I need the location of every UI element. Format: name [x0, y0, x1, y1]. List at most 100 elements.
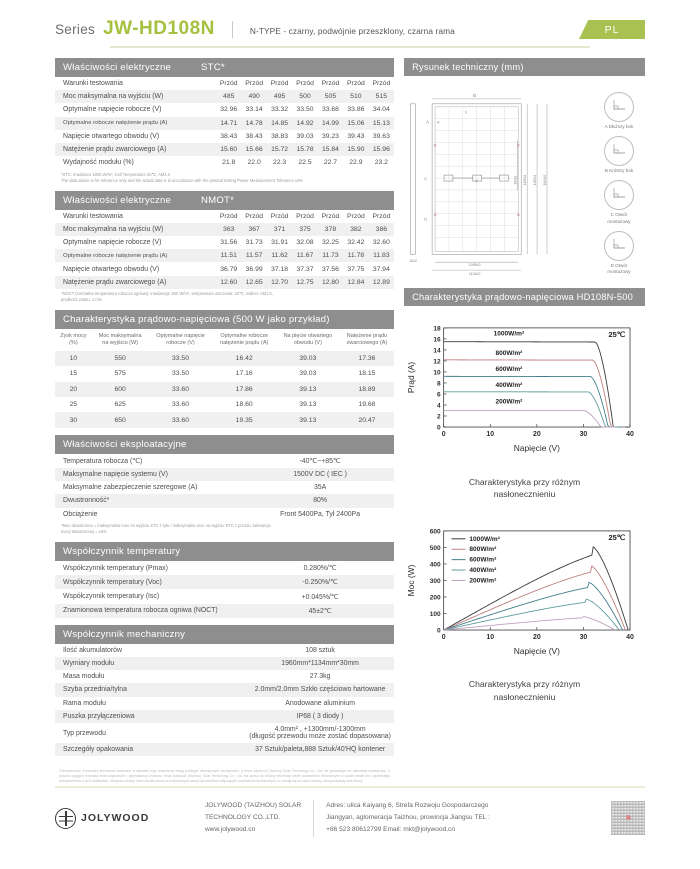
mechanical-table: Ilość akumulatorów 108 sztuk Wymiary moduł… — [55, 644, 395, 757]
cell-value: 33.50 — [171, 370, 189, 378]
page-footer: JOLYWOOD JOLYWOOD (TAIZHOU) SOLAR TECHNO… — [55, 800, 645, 837]
series-1 — [443, 359, 626, 428]
row-value: 367 — [248, 225, 260, 233]
spec-key: Współczynnik temperatury (Isc) — [63, 593, 160, 600]
series-label: 800W/m² — [496, 350, 524, 357]
row-value: 36.79 — [220, 265, 238, 273]
table-row: 10 550 33.50 16.42 39.03 17.36 — [55, 350, 395, 367]
series-label: 400W/m² — [496, 382, 524, 389]
table-row: 25 625 33.60 18.60 39.13 19.68 — [55, 397, 394, 412]
row-value: 12.60 — [220, 278, 238, 286]
spec-key: Wymiary modułu — [63, 660, 115, 668]
spec-key: Obciążenie — [63, 510, 98, 518]
column-header: Na pięcie otwartego obwodu (V) — [283, 333, 333, 346]
table-row: Natężenie prądu zwarciowego (A) 15.60 15.6… — [55, 142, 395, 157]
iv-chart-header: Charakterystyka prądowo-napięciowa HD108… — [404, 288, 645, 306]
qr-code[interactable] — [611, 801, 645, 836]
table-row: 20 600 33.60 17.86 39.13 18.89 — [55, 381, 395, 397]
row-value: 14.99 — [321, 119, 339, 127]
legend-label: D Otwór montażowy — [607, 262, 631, 274]
svg-text:0: 0 — [437, 424, 441, 431]
mechanical-block: Współczynnik mechaniczny Ilość akumulato… — [55, 624, 395, 757]
iv-gain-title: Charakterystyka prądowo-napięciowa (500 … — [63, 314, 330, 326]
row-value: 371 — [273, 225, 286, 233]
header-subtitle: N-TYPE - czarny, podwójnie przeszklony, … — [249, 26, 455, 36]
table-row: Obciążenie Front 5400Pa, Tył 2400Pa — [55, 508, 394, 521]
series-2 — [443, 581, 624, 631]
row-label: Natężenie prądu zwarciowego (A) — [63, 278, 167, 286]
legend-item-d: D Otwór montażowy — [593, 230, 645, 275]
spec-value: Front 5400Pa, Tył 2400Pa — [280, 510, 361, 518]
svg-text:30: 30 — [580, 634, 588, 641]
table-row: Napięcie otwartego obwodu (V) 36.79 36.99 3… — [55, 262, 394, 275]
row-value: 38.43 — [245, 132, 263, 140]
dim-c-label: C — [424, 176, 427, 181]
series-2 — [443, 375, 623, 428]
svg-text:200: 200 — [430, 594, 441, 601]
row-value: 510 — [350, 93, 362, 101]
row-value: 11.78 — [347, 252, 365, 260]
row-value: 33.50 — [296, 106, 314, 114]
stc-footnote-1: *STC: Irradiance 1000 W/m², Cell Tempera… — [61, 171, 170, 177]
legend-item-a: A Dłuższy bok — [593, 92, 645, 130]
row-value: Przód — [372, 212, 391, 220]
series-3 — [443, 598, 620, 631]
dim-side-label: 30±2 — [410, 259, 418, 263]
row-label: Moc maksymalna na wyjściu (W) — [63, 93, 164, 101]
language-badge[interactable]: PL — [579, 20, 645, 39]
row-value: Przód — [296, 80, 314, 88]
temp-coeff-header: Współczynnik temperatury — [55, 542, 395, 562]
row-value: 515 — [375, 93, 388, 101]
dim-d-label: D — [424, 217, 427, 222]
row-value: 23.2 — [374, 159, 388, 167]
address-line-3: +86 523 80612799 Email: mkt@jolywood.cn — [326, 826, 456, 834]
legend-label: 600W/m² — [470, 556, 498, 563]
detail-view-icon — [604, 230, 634, 261]
row-value: 32.25 — [321, 239, 339, 247]
technical-drawing: B A A 1090±2 1134±2 30±2 400±2 1105±2 14… — [404, 76, 645, 284]
cell-value: 650 — [114, 416, 126, 424]
table-row: Moc maksymalna na wyjściu (W) 485 490 495 50… — [55, 90, 395, 104]
row-value: 22.0 — [247, 159, 261, 167]
operating-header: Właściwości eksploatacyjne — [55, 434, 395, 454]
spec-value: +0.045%/℃ — [301, 593, 339, 601]
cell-value: 33.60 — [171, 385, 189, 393]
stc-block: Właściwości elektryczne STC* Warunki tes… — [55, 58, 395, 184]
operating-block: Właściwości eksploatacyjne Temperatura r… — [55, 434, 395, 535]
spec-key: Rama modułu — [63, 699, 106, 707]
svg-text:Moc (W): Moc (W) — [406, 564, 416, 596]
svg-text:0: 0 — [442, 634, 446, 641]
spec-value: 108 sztuk — [305, 646, 335, 654]
table-row: Współczynnik temperatury (Voc) -0.250%/℃ — [55, 575, 395, 590]
cell-value: 600 — [114, 385, 126, 393]
footer-rule — [55, 786, 645, 788]
cell-value: 18.89 — [358, 385, 376, 393]
row-value: 14.78 — [245, 119, 263, 127]
spec-value: 2.0mm/2.0mm Szkło częściowo hartowane — [254, 686, 386, 694]
table-row: Moc maksymalna na wyjściu (W) 363 367 371 37… — [55, 222, 395, 237]
row-value: 33.32 — [271, 106, 289, 114]
table-row: Współczynnik temperatury (Pmax) 0.280%/℃ — [55, 561, 394, 575]
company-website[interactable]: www.jolywood.cn — [205, 826, 256, 834]
row-label: Warunki testowania — [63, 212, 123, 220]
left-column: Właściwości elektryczne STC* Warunki tes… — [55, 58, 395, 784]
drawing-legend: A Dłuższy bok B Krótszy bok C Otwór montażo… — [593, 86, 645, 284]
row-value: 12.75 — [296, 278, 314, 286]
dim-a-label: A — [426, 120, 429, 125]
row-value: 36.99 — [245, 265, 263, 273]
spec-key: Współczynnik temperatury (Pmax) — [63, 564, 168, 572]
row-value: Przód — [219, 80, 238, 88]
operating-title: Właściwości eksploatacyjne — [63, 438, 187, 450]
stc-header: Właściwości elektryczne STC* — [55, 58, 395, 77]
spec-key: Ilość akumulatorów — [63, 646, 122, 654]
row-value: 11.57 — [245, 252, 263, 260]
table-row: Optymalne napięcie robocze (V) 31.56 31.73… — [55, 236, 394, 249]
row-value: 15.06 — [347, 119, 365, 127]
row-value: Przód — [347, 80, 365, 88]
operating-footnote-1: *Moc dwustronna = maksymalna moc na wyjś… — [61, 523, 271, 529]
stc-title: Właściwości elektryczne — [63, 62, 172, 73]
row-value: 22.9 — [349, 159, 363, 167]
row-value: Przód — [321, 212, 340, 220]
logo-text: JOLYWOOD — [81, 812, 150, 825]
svg-text:16: 16 — [433, 336, 441, 343]
